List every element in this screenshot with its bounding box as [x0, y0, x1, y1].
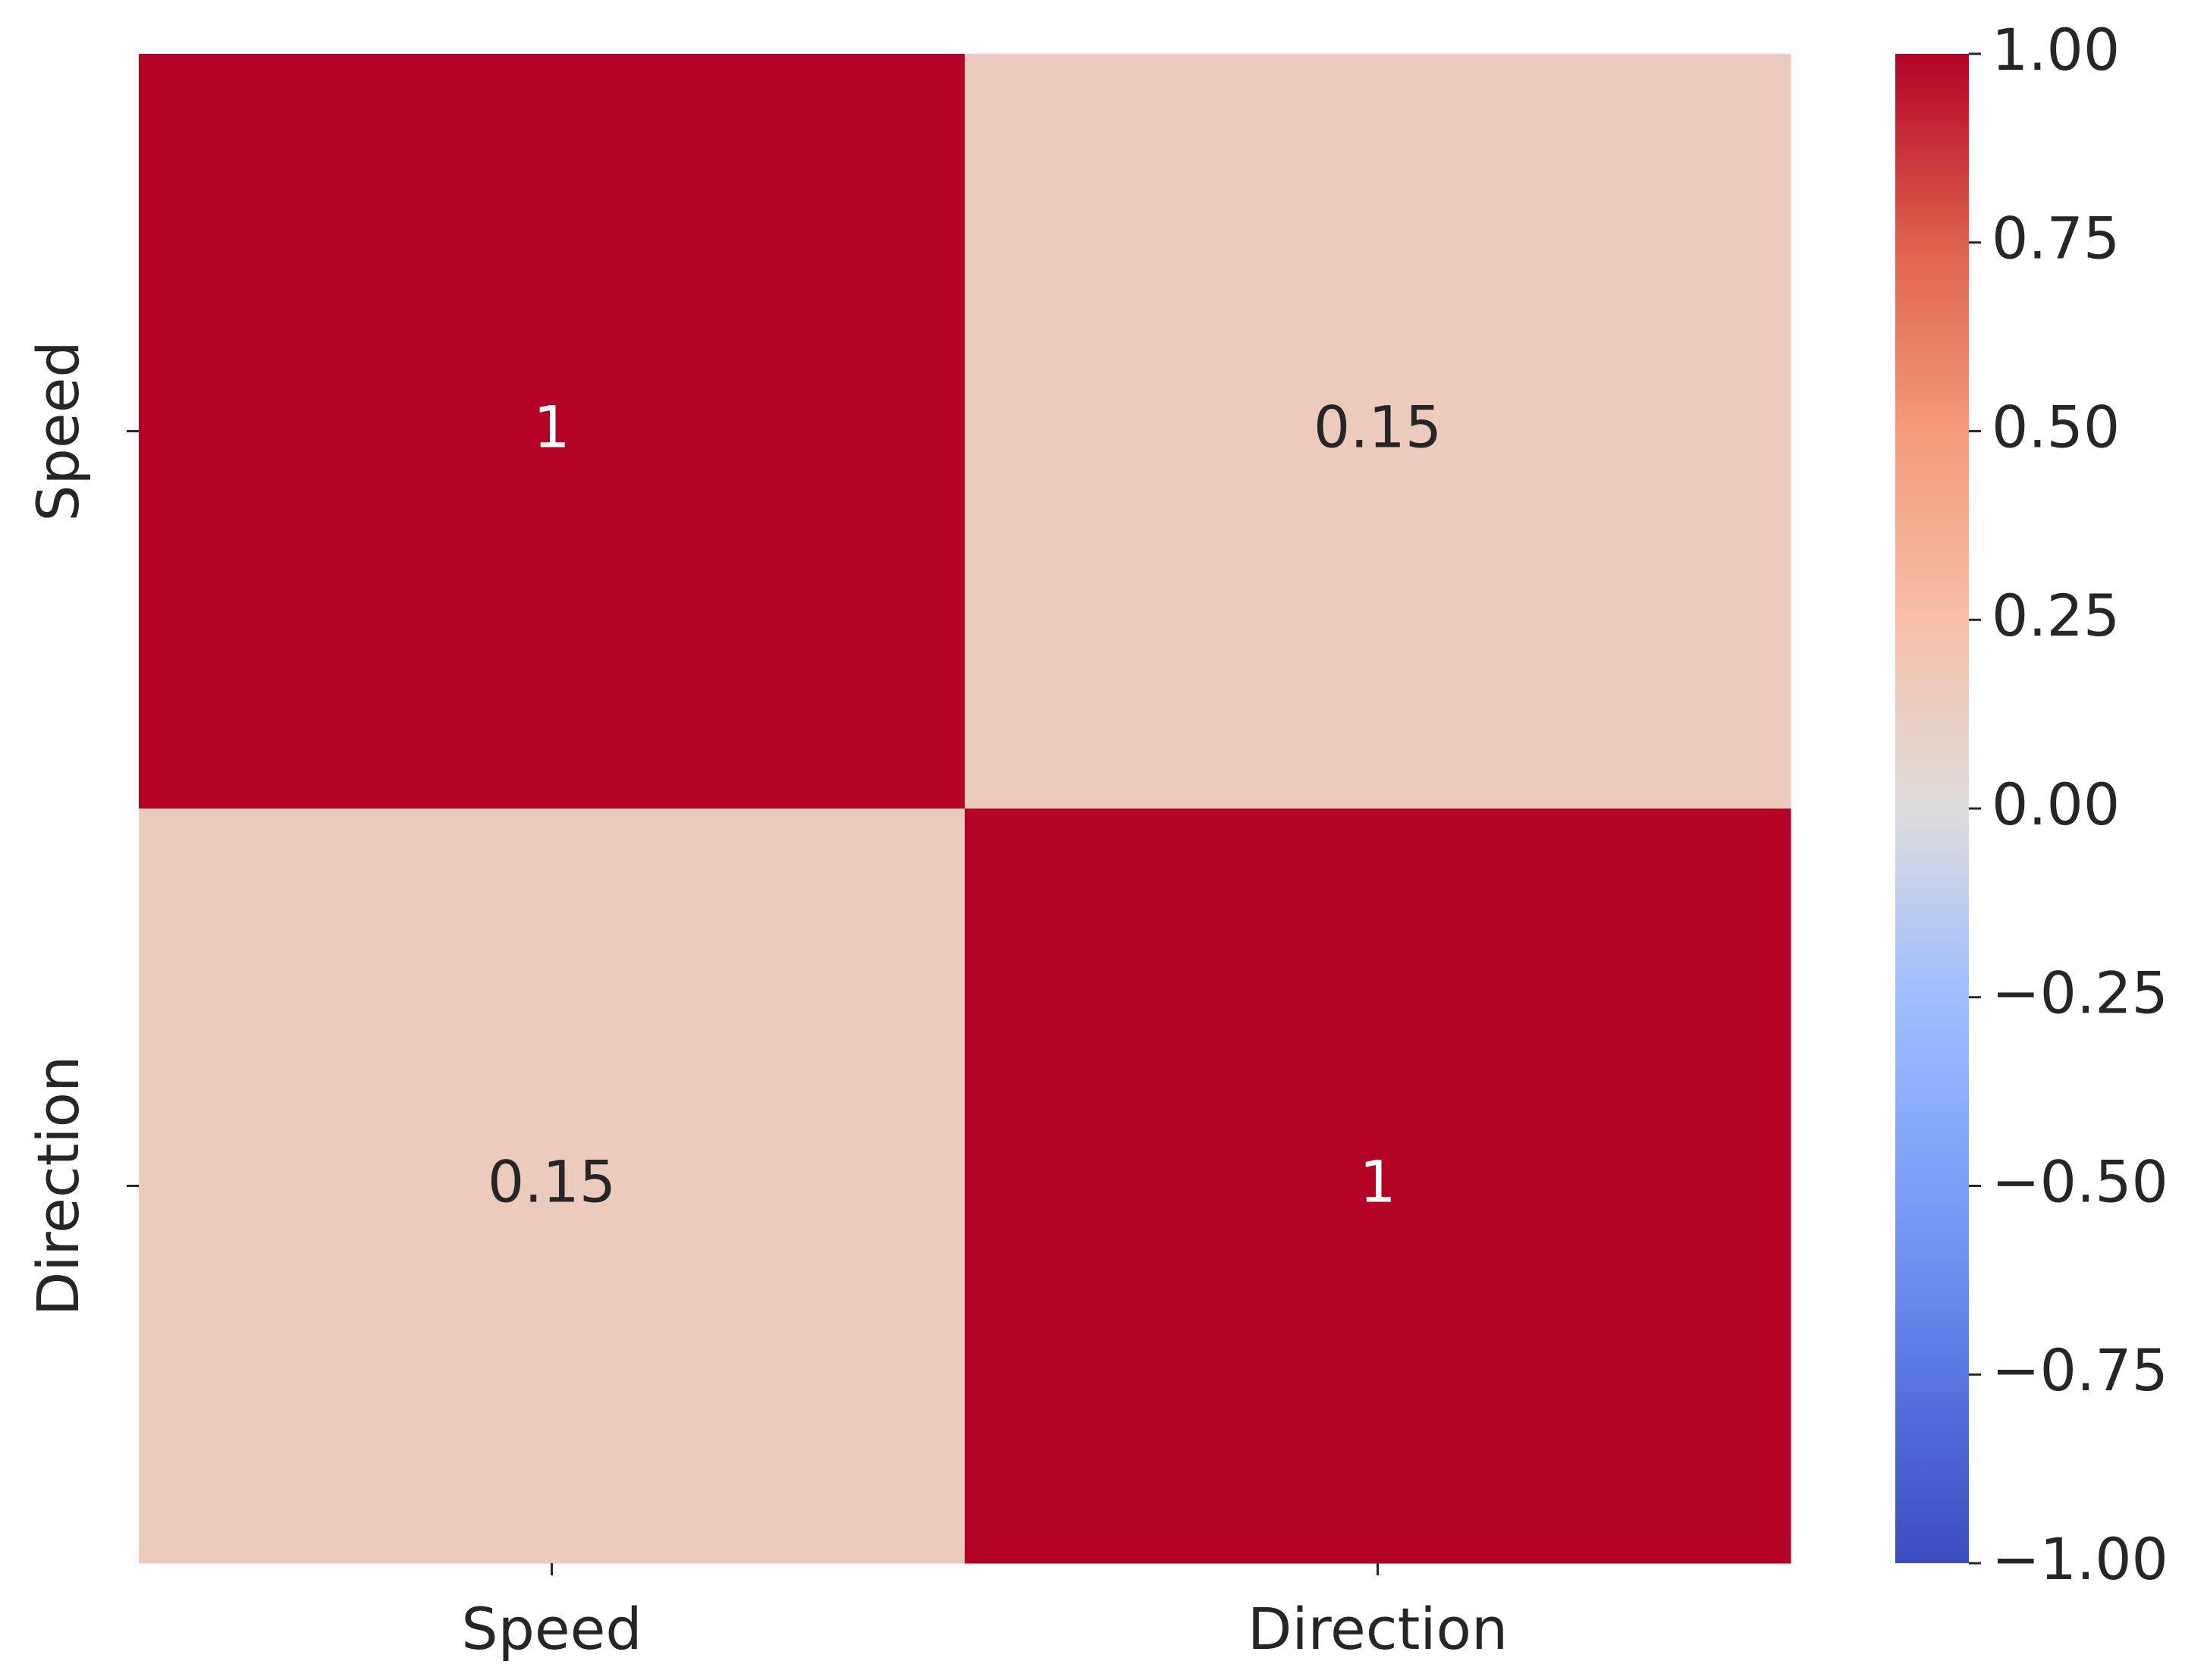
colorbar-tick-label: −0.50 [1992, 1148, 2168, 1215]
colorbar-tick-label: −0.75 [1992, 1336, 2168, 1404]
heatmap-cell [965, 54, 1791, 809]
heatmap-cell [965, 809, 1791, 1564]
heatmap-cell [139, 54, 965, 809]
cell-label: 0.15 [488, 1148, 616, 1215]
colorbar [1895, 54, 1969, 1563]
y-tick-label: Direction [24, 1056, 92, 1316]
cell-label: 1 [1359, 1148, 1395, 1215]
y-tick-label: Speed [24, 341, 92, 521]
x-tick-label: Speed [461, 1595, 642, 1663]
heatmap-cell [139, 809, 965, 1564]
cell-label: 1 [533, 393, 570, 460]
x-tick-label: Direction [1248, 1595, 1508, 1663]
colorbar-tick-label: 1.00 [1992, 16, 2120, 83]
colorbar-tick-label: 0.25 [1992, 582, 2120, 649]
cell-label: 0.15 [1314, 393, 1442, 460]
colorbar-tick-label: −1.00 [1992, 1525, 2168, 1593]
colorbar-tick-label: 0.00 [1992, 771, 2120, 838]
colorbar-tick-label: 0.50 [1992, 393, 2120, 460]
colorbar-tick-label: 0.75 [1992, 205, 2120, 272]
colorbar-tick-label: −0.25 [1992, 959, 2168, 1027]
